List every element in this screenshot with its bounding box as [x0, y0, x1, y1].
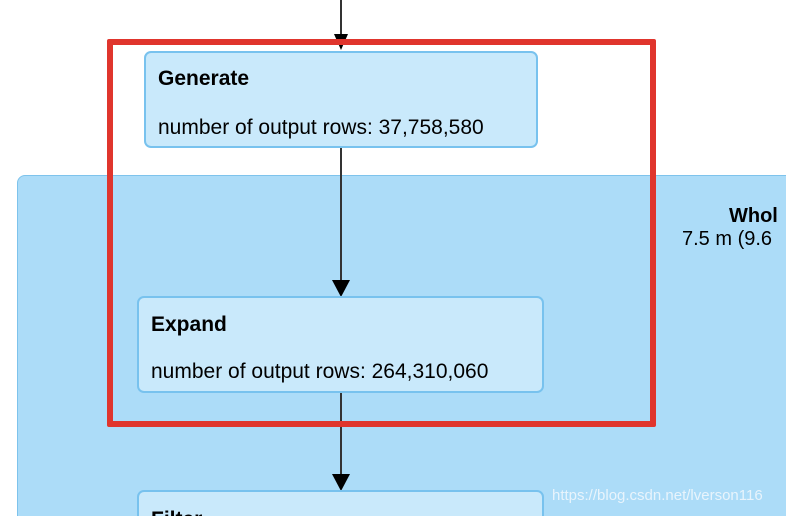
arrowhead-filter	[332, 474, 350, 491]
generate-node[interactable]: Generate number of output rows: 37,758,5…	[144, 51, 538, 148]
filter-node[interactable]: Filter	[137, 490, 544, 516]
expand-node[interactable]: Expand number of output rows: 264,310,06…	[137, 296, 544, 393]
node-title: Expand	[151, 313, 227, 336]
cluster-title: Whol	[729, 205, 778, 227]
node-title: Generate	[158, 67, 250, 90]
node-title: Filter	[151, 508, 202, 516]
highlight-annotation-box	[107, 39, 656, 427]
watermark: https://blog.csdn.net/lverson116	[552, 487, 763, 504]
cluster-duration: 7.5 m (9.6	[682, 228, 773, 250]
arrowhead-expand	[332, 280, 350, 297]
node-output-rows: number of output rows: 37,758,580	[158, 116, 484, 139]
node-output-rows: number of output rows: 264,310,060	[151, 360, 489, 383]
